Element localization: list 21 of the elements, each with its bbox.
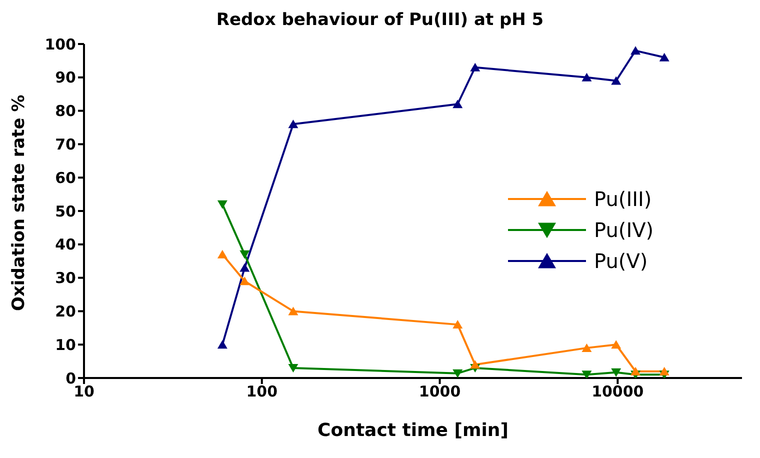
- x-tick-label: 10000: [592, 382, 644, 401]
- chart-title: Redox behaviour of Pu(III) at pH 5: [215, 10, 545, 30]
- y-tick-label: 30: [55, 269, 76, 288]
- y-tick-label: 70: [55, 136, 76, 154]
- y-tick-label: 50: [55, 202, 76, 220]
- y-tick-label: 100: [44, 35, 76, 54]
- y-tick-label: 10: [55, 336, 76, 354]
- x-tick-label: 1000: [418, 382, 461, 401]
- y-tick-label: 80: [55, 102, 76, 120]
- x-tick-label: 100: [246, 382, 278, 401]
- legend-label: Pu(V): [594, 248, 648, 272]
- x-tick-label: 10: [74, 382, 94, 401]
- y-tick-label: 40: [55, 236, 76, 254]
- y-tick-label: 20: [55, 302, 76, 321]
- y-tick-label: 0: [66, 369, 76, 388]
- y-tick-label: 60: [55, 168, 76, 187]
- y-axis-title: Oxidation state rate %: [9, 94, 30, 311]
- y-tick-label: 90: [55, 68, 76, 87]
- legend-label: Pu(III): [594, 186, 652, 210]
- legend-label: Pu(IV): [594, 218, 654, 242]
- x-axis-title: Contact time [min]: [318, 420, 508, 441]
